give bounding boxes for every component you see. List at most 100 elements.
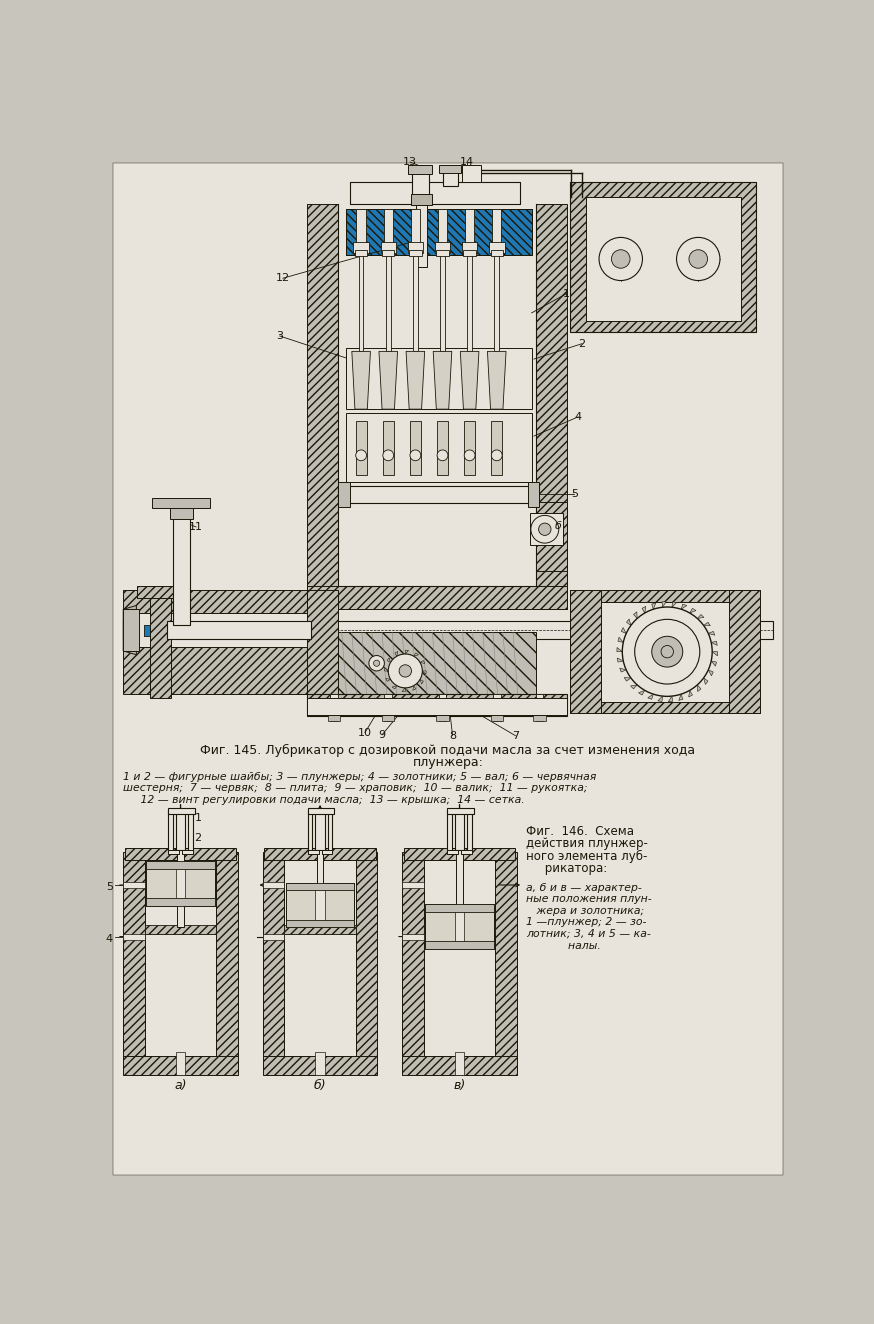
Bar — [536, 502, 566, 571]
Circle shape — [689, 250, 708, 269]
Polygon shape — [387, 658, 391, 662]
Circle shape — [538, 523, 551, 535]
Bar — [468, 809, 472, 851]
Polygon shape — [729, 591, 760, 714]
Bar — [409, 250, 421, 256]
Bar — [413, 252, 418, 351]
Bar — [307, 698, 566, 715]
Bar — [149, 591, 171, 698]
Polygon shape — [634, 612, 637, 618]
Bar — [345, 209, 531, 256]
Bar — [491, 421, 503, 474]
Bar — [355, 250, 367, 256]
Circle shape — [599, 237, 642, 281]
Bar — [530, 514, 563, 545]
Circle shape — [399, 665, 412, 677]
Polygon shape — [392, 686, 397, 688]
Polygon shape — [307, 591, 338, 694]
Text: 7: 7 — [512, 731, 519, 740]
Bar — [316, 886, 325, 924]
Text: 5: 5 — [106, 882, 113, 892]
Bar — [489, 242, 504, 253]
Bar — [382, 714, 394, 722]
Bar — [380, 242, 396, 253]
Polygon shape — [461, 351, 479, 409]
Circle shape — [410, 450, 420, 461]
Circle shape — [388, 654, 422, 688]
Bar — [168, 621, 311, 639]
Bar — [338, 633, 536, 694]
Text: ного элемента луб-: ного элемента луб- — [526, 850, 648, 863]
Polygon shape — [123, 605, 136, 655]
Bar — [356, 421, 366, 474]
Text: 2: 2 — [195, 833, 202, 842]
Bar — [322, 850, 332, 854]
Polygon shape — [662, 601, 666, 608]
Polygon shape — [422, 671, 427, 674]
Bar — [176, 1053, 185, 1075]
Bar — [284, 925, 356, 935]
Bar — [492, 209, 502, 252]
Bar — [168, 808, 195, 814]
Circle shape — [373, 661, 379, 666]
Bar — [316, 1053, 325, 1075]
Bar — [582, 601, 753, 702]
Bar — [440, 252, 445, 351]
Bar — [286, 883, 354, 890]
Polygon shape — [216, 851, 238, 1057]
Polygon shape — [123, 591, 307, 694]
Text: 4: 4 — [574, 412, 582, 422]
Polygon shape — [123, 1057, 238, 1075]
Bar — [330, 694, 338, 722]
Bar — [147, 861, 215, 869]
Bar — [426, 941, 494, 949]
Bar — [145, 859, 216, 1057]
Circle shape — [369, 655, 385, 671]
Bar — [170, 506, 193, 519]
Polygon shape — [571, 591, 760, 714]
Polygon shape — [571, 181, 756, 332]
Polygon shape — [630, 685, 637, 688]
Polygon shape — [711, 661, 717, 666]
Circle shape — [383, 450, 393, 461]
Bar — [152, 498, 210, 508]
Bar — [338, 204, 536, 587]
Polygon shape — [413, 653, 419, 657]
Bar — [454, 907, 464, 945]
Polygon shape — [681, 604, 687, 609]
Bar — [410, 421, 420, 474]
Polygon shape — [571, 591, 601, 714]
Bar — [350, 181, 520, 204]
Bar — [461, 242, 477, 253]
Bar — [426, 904, 494, 949]
Bar — [168, 809, 173, 851]
Polygon shape — [402, 1057, 517, 1075]
Bar — [528, 482, 539, 507]
Polygon shape — [708, 670, 713, 675]
Polygon shape — [704, 678, 708, 685]
Polygon shape — [404, 849, 516, 859]
Text: 14: 14 — [461, 158, 475, 167]
Bar — [490, 250, 503, 256]
Bar — [357, 209, 366, 252]
Text: рикатора:: рикатора: — [526, 862, 607, 875]
Bar — [490, 714, 503, 722]
Circle shape — [531, 515, 558, 543]
Polygon shape — [125, 849, 236, 859]
Bar — [308, 850, 318, 854]
Bar — [384, 209, 393, 252]
Bar — [176, 813, 185, 850]
Bar — [411, 195, 433, 205]
Bar — [177, 850, 184, 927]
Bar — [123, 933, 145, 940]
Polygon shape — [624, 678, 631, 681]
Bar — [434, 242, 450, 253]
Polygon shape — [648, 694, 654, 699]
Bar — [439, 694, 447, 722]
Bar — [407, 242, 423, 253]
Polygon shape — [488, 351, 506, 409]
Polygon shape — [708, 632, 715, 636]
Polygon shape — [658, 696, 662, 702]
Circle shape — [676, 237, 720, 281]
Text: 8: 8 — [449, 731, 456, 740]
